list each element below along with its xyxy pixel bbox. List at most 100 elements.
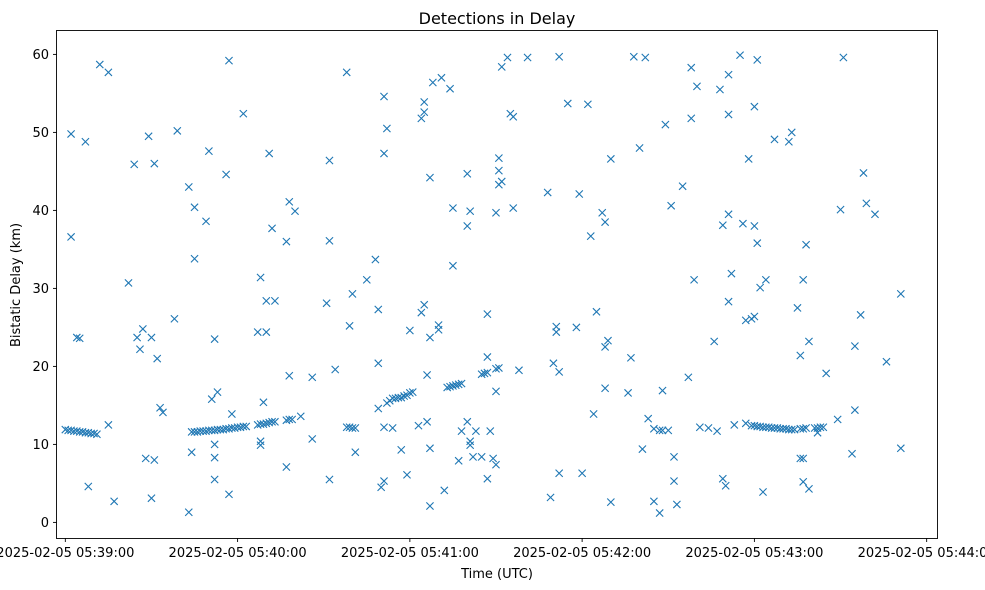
- detection-point: [750, 312, 759, 321]
- detection-point: [635, 144, 644, 152]
- detection-point: [434, 325, 443, 334]
- detection-point: [388, 424, 397, 433]
- detection-point: [724, 70, 733, 79]
- detection-point: [850, 406, 859, 415]
- detection-point: [190, 203, 199, 212]
- detection-point: [767, 424, 776, 433]
- detection-point: [672, 500, 681, 509]
- detection-point: [440, 486, 449, 495]
- detection-point: [213, 388, 222, 397]
- detection-point: [213, 425, 222, 434]
- detection-point: [692, 82, 701, 91]
- detection-point: [804, 337, 813, 346]
- detection-point: [483, 353, 492, 362]
- detection-point: [446, 84, 455, 93]
- detection-point: [84, 482, 93, 491]
- y-axis-label: Bistatic Delay (km): [9, 223, 24, 347]
- detection-point: [509, 204, 518, 213]
- detection-point: [423, 417, 432, 426]
- detection-point: [471, 427, 480, 436]
- detection-point: [451, 381, 460, 390]
- detection-point: [374, 359, 383, 368]
- detection-point: [210, 453, 219, 462]
- detection-point: [239, 109, 248, 118]
- detection-point: [308, 373, 317, 382]
- detection-point: [655, 509, 664, 518]
- detection-point: [268, 417, 277, 426]
- detection-point: [494, 154, 503, 163]
- detection-point: [331, 365, 340, 374]
- detection-point: [380, 423, 389, 432]
- detection-point: [804, 484, 813, 493]
- detection-point: [494, 363, 503, 372]
- detection-point: [457, 427, 466, 436]
- detection-point: [799, 424, 808, 433]
- y-tick-label: 30: [32, 282, 49, 297]
- detection-point: [224, 56, 233, 65]
- detection-point: [741, 316, 750, 325]
- detection-point: [486, 427, 495, 436]
- detection-point: [75, 334, 84, 343]
- detection-point: [882, 357, 891, 366]
- detection-point: [477, 452, 486, 461]
- detection-point: [727, 269, 736, 278]
- detection-point: [514, 366, 523, 375]
- detection-point: [374, 404, 383, 413]
- detection-point: [480, 369, 489, 378]
- detection-point: [437, 73, 446, 82]
- detection-point: [425, 333, 434, 342]
- detection-point: [859, 168, 868, 177]
- plot-area-frame: [56, 30, 938, 539]
- detection-point: [242, 422, 251, 431]
- detection-point: [670, 452, 678, 461]
- detection-point: [477, 370, 486, 379]
- detection-point: [110, 497, 119, 506]
- detection-point: [862, 199, 871, 208]
- detection-point: [448, 381, 457, 390]
- detection-point: [649, 424, 658, 433]
- detection-point: [285, 371, 294, 380]
- detection-point: [690, 275, 699, 284]
- detection-point: [153, 354, 162, 363]
- detection-point: [187, 427, 196, 436]
- detection-point: [503, 53, 512, 62]
- detection-point: [759, 487, 767, 496]
- detection-point: [202, 217, 210, 226]
- detection-point: [667, 201, 676, 210]
- detection-point: [776, 424, 785, 433]
- detection-point: [799, 275, 808, 284]
- detection-point: [270, 417, 279, 426]
- detection-point: [377, 483, 386, 492]
- detection-point: [259, 398, 268, 407]
- detection-point: [291, 207, 300, 216]
- detection-point: [761, 275, 770, 284]
- detection-point: [695, 423, 704, 432]
- detection-point: [210, 335, 219, 344]
- detection-point: [256, 437, 265, 446]
- detection-point: [483, 310, 492, 319]
- detection-point: [382, 124, 391, 133]
- detection-point: [138, 324, 147, 333]
- detection-point: [104, 420, 113, 429]
- detection-point: [463, 222, 472, 230]
- detection-point: [750, 222, 759, 230]
- detection-point: [710, 337, 719, 346]
- detection-point: [896, 289, 905, 298]
- detection-point: [784, 137, 793, 146]
- detection-point: [170, 314, 179, 323]
- x-tick-label: 2025-02-05 05:39:00: [0, 546, 134, 561]
- detection-point: [394, 393, 403, 402]
- detection-point: [466, 437, 475, 446]
- detection-point: [718, 221, 727, 230]
- detection-point: [492, 364, 500, 373]
- detection-point: [124, 278, 133, 287]
- x-axis-label: Time (UTC): [460, 567, 533, 582]
- data-points: [61, 51, 905, 518]
- detection-point: [589, 409, 598, 418]
- detection-point: [741, 419, 750, 428]
- x-tick-label: 2025-02-05 05:40:00: [169, 546, 307, 561]
- detection-point: [572, 323, 581, 332]
- detection-point: [227, 409, 236, 418]
- detection-point: [405, 388, 414, 397]
